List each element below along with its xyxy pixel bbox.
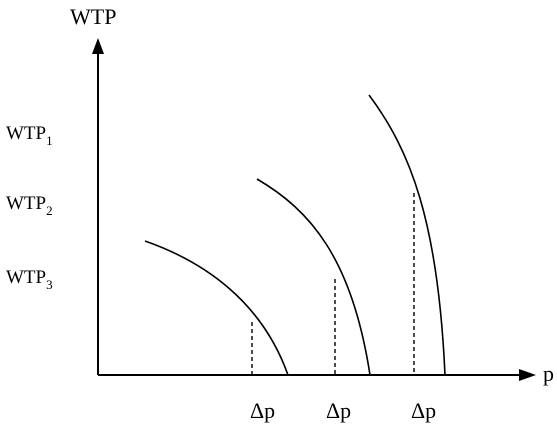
curve-wtp1 (368, 94, 446, 376)
y-label-wtp3: WTP3 (6, 267, 53, 292)
x-label-delta-p-3: Δp (411, 398, 436, 423)
y-label-wtp2: WTP2 (6, 193, 53, 218)
y-axis-title: WTP (70, 4, 116, 29)
curve-wtp3 (144, 240, 289, 376)
x-label-delta-p-2: Δp (326, 398, 351, 423)
x-axis-title: p (543, 361, 554, 386)
curve-wtp2 (256, 178, 371, 376)
y-axis-arrowhead (92, 38, 104, 54)
y-label-wtp1: WTP1 (6, 123, 53, 148)
x-label-delta-p-1: Δp (250, 398, 275, 423)
x-axis-arrowhead (519, 369, 536, 381)
